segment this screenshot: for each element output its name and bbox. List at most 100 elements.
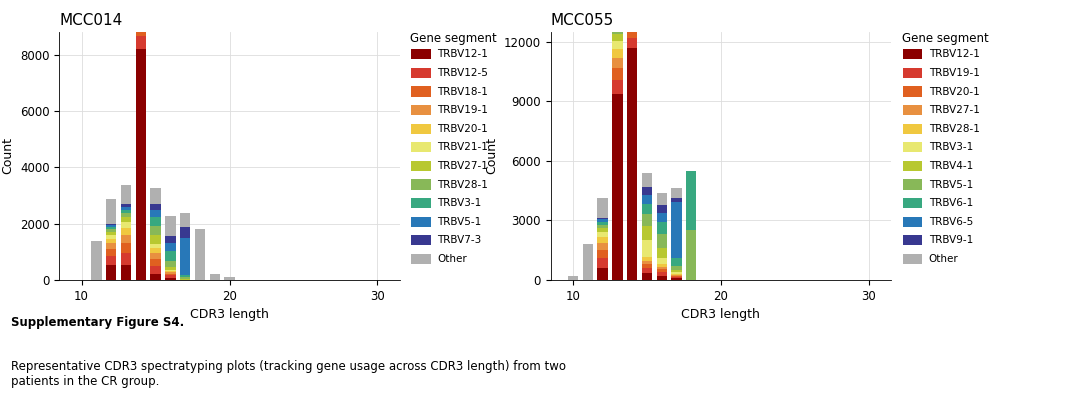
Bar — [121, 253, 131, 264]
Text: TRBV6-5: TRBV6-5 — [929, 217, 973, 227]
Bar — [672, 188, 681, 198]
Bar — [136, 0, 146, 7]
Bar — [903, 217, 922, 227]
Bar — [411, 68, 431, 78]
Bar — [597, 243, 608, 250]
Bar — [597, 232, 608, 237]
Bar — [165, 216, 176, 236]
Bar — [91, 240, 102, 280]
Bar — [657, 222, 667, 234]
Bar — [642, 260, 652, 264]
Bar — [627, 17, 637, 23]
Bar — [106, 229, 117, 232]
Bar — [106, 227, 117, 229]
Bar — [165, 261, 176, 267]
Bar — [411, 161, 431, 171]
Bar — [165, 278, 176, 280]
Bar — [672, 270, 681, 272]
Bar — [150, 274, 161, 280]
Bar — [106, 198, 117, 224]
Text: Representative CDR3 spectratyping plots (tracking gene usage across CDR3 length): Representative CDR3 spectratyping plots … — [11, 360, 566, 388]
Bar — [597, 222, 608, 225]
Bar — [642, 273, 652, 280]
Text: Supplementary Figure S4.: Supplementary Figure S4. — [11, 316, 184, 329]
Text: Gene segment: Gene segment — [902, 32, 988, 45]
Bar — [597, 268, 608, 280]
Bar — [411, 124, 431, 134]
Bar — [657, 264, 667, 266]
Bar — [612, 94, 622, 280]
Bar — [411, 217, 431, 227]
Bar — [612, 34, 622, 41]
Text: TRBV18-1: TRBV18-1 — [437, 86, 488, 96]
Text: TRBV5-1: TRBV5-1 — [929, 180, 973, 190]
Bar — [121, 185, 131, 204]
X-axis label: CDR3 length: CDR3 length — [190, 308, 269, 321]
Bar — [121, 204, 131, 207]
Bar — [165, 251, 176, 261]
Bar — [180, 279, 190, 280]
Bar — [210, 274, 220, 280]
Bar — [150, 236, 161, 244]
Bar — [627, 48, 637, 280]
Bar — [165, 267, 176, 270]
Text: Other: Other — [929, 254, 959, 264]
Bar — [150, 266, 161, 274]
Bar — [136, 15, 146, 25]
Bar — [150, 217, 161, 226]
Bar — [165, 270, 176, 271]
Bar — [180, 238, 190, 275]
Bar — [686, 230, 697, 280]
Bar — [672, 272, 681, 274]
Bar — [165, 271, 176, 272]
Bar — [411, 254, 431, 264]
Bar — [165, 276, 176, 278]
Bar — [180, 275, 190, 277]
Bar — [903, 86, 922, 97]
Bar — [121, 243, 131, 253]
Text: TRBV6-1: TRBV6-1 — [929, 198, 973, 208]
Bar — [150, 210, 161, 217]
Bar — [225, 277, 234, 280]
Bar — [150, 226, 161, 236]
Bar — [597, 237, 608, 243]
Bar — [121, 210, 131, 213]
Bar — [165, 272, 176, 274]
Bar — [903, 124, 922, 134]
Bar — [411, 86, 431, 97]
Bar — [903, 254, 922, 264]
Bar — [642, 226, 652, 240]
Bar — [597, 198, 608, 218]
Bar — [657, 258, 667, 264]
Bar — [672, 202, 681, 258]
Bar — [627, 30, 637, 38]
Bar — [672, 266, 681, 270]
Bar — [642, 195, 652, 204]
Text: TRBV20-1: TRBV20-1 — [437, 124, 488, 134]
Bar — [672, 198, 681, 202]
Bar — [411, 49, 431, 60]
Bar — [165, 243, 176, 251]
Bar — [657, 248, 667, 258]
Bar — [612, 7, 622, 15]
Bar — [411, 235, 431, 246]
Bar — [903, 180, 922, 190]
Bar — [612, 19, 622, 23]
Bar — [121, 207, 131, 210]
Bar — [106, 256, 117, 264]
Bar — [672, 277, 681, 278]
Bar — [657, 212, 667, 222]
Bar — [597, 218, 608, 220]
Bar — [903, 49, 922, 60]
Bar — [612, 23, 622, 28]
Bar — [180, 277, 190, 279]
Bar — [568, 276, 578, 280]
Bar — [121, 217, 131, 222]
Bar — [411, 180, 431, 190]
Bar — [672, 258, 681, 266]
Bar — [597, 225, 608, 228]
Bar — [657, 193, 667, 205]
Bar — [672, 276, 681, 277]
Text: MCC014: MCC014 — [59, 13, 123, 28]
Bar — [612, 49, 622, 58]
